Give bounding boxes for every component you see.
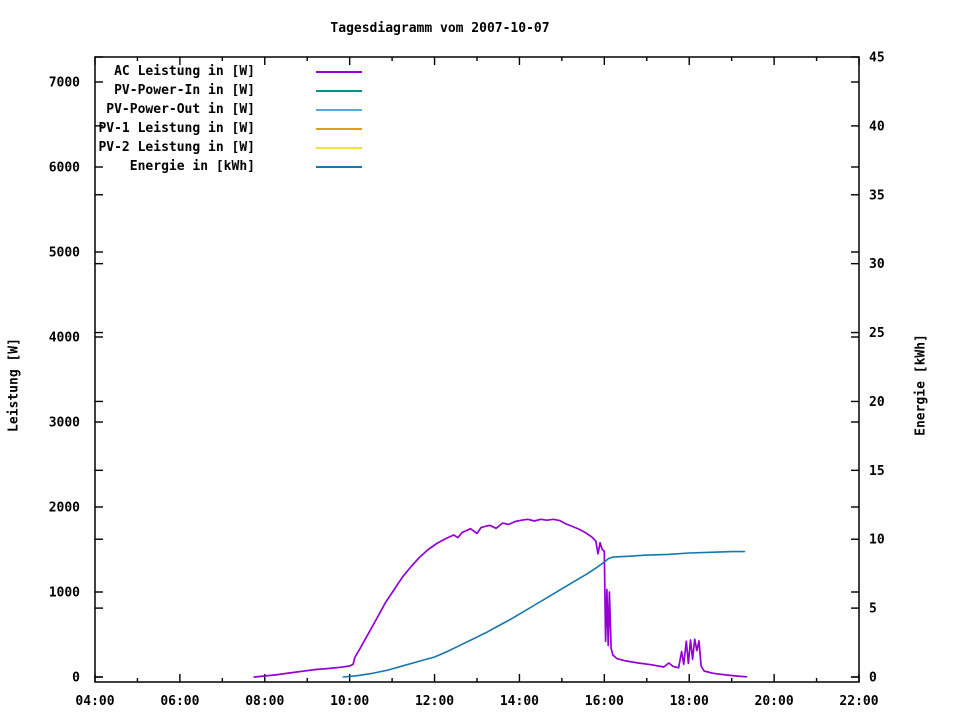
legend-entry-1: PV-Power-In in [W] [93, 81, 362, 100]
tick-label: 04:00 [75, 694, 114, 709]
tick-label: 45 [869, 51, 885, 66]
plot-border [94, 56, 860, 683]
tick-label: 3000 [49, 416, 80, 431]
tick-label: 4000 [49, 331, 80, 346]
legend-label: PV-2 Leistung in [W] [98, 140, 255, 155]
axis-ticks [94, 56, 860, 682]
chart-legend: AC Leistung in [W] PV-Power-In in [W] PV-P… [93, 62, 362, 176]
tick-label: 2000 [49, 501, 80, 516]
tick-label: 10:00 [330, 694, 369, 709]
legend-line-sample [316, 108, 362, 111]
tick-label: 10 [869, 533, 885, 548]
legend-line-sample [316, 146, 362, 149]
tick-label: 20:00 [755, 694, 794, 709]
tick-label: 5 [869, 602, 877, 617]
legend-label: PV-1 Leistung in [W] [98, 121, 255, 136]
tick-label: 30 [869, 257, 885, 272]
tick-label: 08:00 [245, 694, 284, 709]
data-series [253, 518, 748, 678]
legend-label: PV-Power-In in [W] [114, 83, 255, 98]
legend-line-sample [316, 70, 362, 73]
tick-label: 5000 [49, 246, 80, 261]
tick-label: 14:00 [500, 694, 539, 709]
tick-label: 7000 [49, 76, 80, 91]
axis-tick-labels: 0 1000 2000 3000 4000 5000 6000 7000 0 5 10 15 20 25 3… [49, 51, 885, 710]
tick-label: 1000 [49, 586, 80, 601]
tick-label: 0 [72, 671, 80, 686]
legend-label: AC Leistung in [W] [114, 64, 255, 79]
legend-entry-3: PV-1 Leistung in [W] [93, 119, 362, 138]
tick-label: 25 [869, 326, 885, 341]
chart-title: Tagesdiagramm vom 2007-10-07 [330, 21, 550, 36]
legend-line-sample [316, 89, 362, 92]
tick-label: 35 [869, 188, 885, 203]
tick-label: 6000 [49, 161, 80, 176]
legend-label: Energie in [kWh] [129, 159, 255, 174]
legend-line-sample [316, 127, 362, 130]
legend-entry-5: Energie in [kWh] [93, 157, 362, 176]
legend-entry-0: AC Leistung in [W] [93, 62, 362, 81]
series-line-energie-in-kwh- [342, 550, 746, 678]
tick-label: 20 [869, 395, 885, 410]
tick-label: 15 [869, 464, 885, 479]
tick-label: 12:00 [415, 694, 454, 709]
legend-entry-2: PV-Power-Out in [W] [93, 100, 362, 119]
legend-label: PV-Power-Out in [W] [106, 102, 255, 117]
tick-label: 40 [869, 119, 885, 134]
tick-label: 16:00 [585, 694, 624, 709]
tick-label: 22:00 [839, 694, 878, 709]
tick-label: 18:00 [670, 694, 709, 709]
tick-label: 0 [869, 671, 877, 686]
legend-line-sample [316, 165, 362, 168]
tick-label: 06:00 [160, 694, 199, 709]
legend-entry-4: PV-2 Leistung in [W] [93, 138, 362, 157]
series-line-ac-leistung-in-w- [253, 518, 748, 678]
